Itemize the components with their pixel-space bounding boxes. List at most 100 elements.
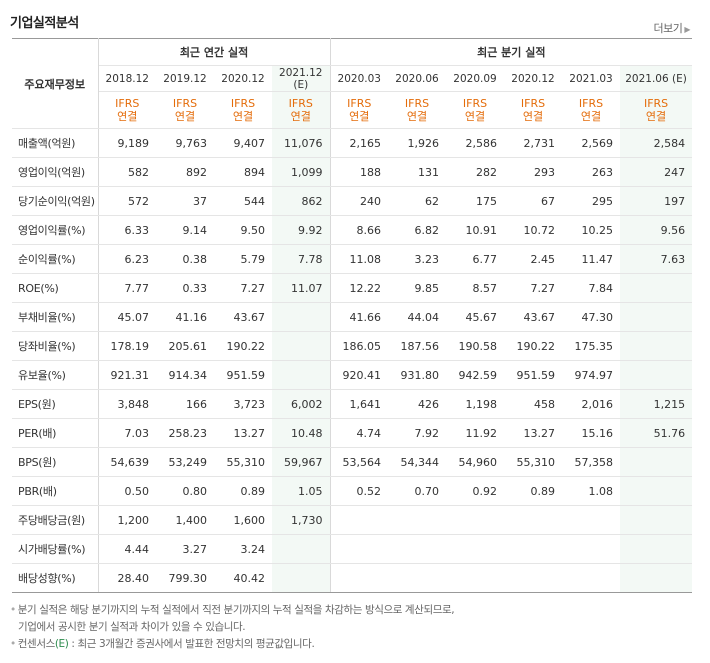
- value-cell: 295: [562, 186, 621, 216]
- value-cell: [446, 505, 505, 535]
- value-cell: 5.79: [214, 244, 272, 274]
- value-cell: 2,586: [446, 128, 505, 158]
- consolidated-label: 연결: [580, 110, 602, 123]
- value-cell: [562, 563, 621, 593]
- value-cell: 205.61: [156, 331, 214, 361]
- value-cell: 11.08: [330, 244, 389, 274]
- table-row: 순이익률(%) 6.23 0.38 5.79 7.78 11.08 3.23 6.77 2.45…: [12, 244, 693, 274]
- consolidated-label: 연결: [464, 110, 486, 123]
- value-cell: 188: [330, 157, 389, 187]
- consolidated-label: 연결: [522, 110, 544, 123]
- consolidated-label: 연결: [645, 110, 667, 123]
- value-cell: 13.27: [214, 418, 272, 448]
- value-cell: 131: [388, 157, 447, 187]
- value-cell: 53,249: [156, 447, 214, 477]
- value-cell: 914.34: [156, 360, 214, 390]
- value-cell: 57,358: [562, 447, 621, 477]
- table-row: PBR(배) 0.50 0.80 0.89 1.05 0.52 0.70 0.92 0.89 1.…: [12, 476, 693, 506]
- value-cell: 7.27: [214, 273, 272, 303]
- value-cell: 0.70: [388, 476, 447, 506]
- row-label: 배당성향(%): [12, 563, 99, 593]
- value-cell: [504, 505, 563, 535]
- value-cell: 0.92: [446, 476, 505, 506]
- ifrs-label: IFRS: [230, 97, 256, 110]
- value-cell: 258.23: [156, 418, 214, 448]
- value-cell: 186.05: [330, 331, 389, 361]
- period-header: 2020.06: [388, 65, 447, 92]
- ifrs-label: IFRS: [643, 97, 669, 110]
- value-cell: 894: [214, 157, 272, 187]
- value-cell: 1,198: [446, 389, 505, 419]
- table-row: 영업이익(억원) 582 892 894 1,099 188 131 282 293 263 247: [12, 157, 693, 187]
- row-label: 영업이익(억원): [12, 157, 99, 187]
- value-cell: 799.30: [156, 563, 214, 593]
- value-cell: [330, 563, 389, 593]
- consolidated-label: 연결: [232, 110, 254, 123]
- value-cell: 2,165: [330, 128, 389, 158]
- more-link[interactable]: 더보기 ▶: [653, 20, 690, 36]
- value-cell: 3.23: [388, 244, 447, 274]
- value-cell: 931.80: [388, 360, 447, 390]
- ifrs-header: IFRS 연결: [620, 91, 693, 129]
- value-cell: 8.57: [446, 273, 505, 303]
- period-header: 2020.12: [214, 65, 272, 92]
- table-row: 유보율(%) 921.31 914.34 951.59 920.41 931.80 942.…: [12, 360, 693, 390]
- value-cell: 178.19: [98, 331, 156, 361]
- value-cell: 55,310: [214, 447, 272, 477]
- table-row: 당좌비율(%) 178.19 205.61 190.22 186.05 187.56 190…: [12, 331, 693, 361]
- value-cell: 6.23: [98, 244, 156, 274]
- value-cell: 6.33: [98, 215, 156, 245]
- value-cell: 0.89: [214, 476, 272, 506]
- table-row: 영업이익률(%) 6.33 9.14 9.50 9.92 8.66 6.82 10.91 10.…: [12, 215, 693, 245]
- value-cell: [330, 505, 389, 535]
- ifrs-header: IFRS 연결: [156, 91, 214, 129]
- quarter-group-header: 최근 분기 실적: [330, 38, 693, 66]
- ifrs-label: IFRS: [578, 97, 604, 110]
- table-row: 부채비율(%) 45.07 41.16 43.67 41.66 44.04 45.67 43.…: [12, 302, 693, 332]
- period-header: 2021.06 (E): [620, 65, 693, 92]
- value-cell: 892: [156, 157, 214, 187]
- value-cell: [620, 563, 693, 593]
- value-cell: [388, 563, 447, 593]
- value-cell: 1,600: [214, 505, 272, 535]
- ifrs-label: IFRS: [347, 97, 372, 110]
- ifrs-header: IFRS 연결: [272, 91, 331, 129]
- value-cell: 45.67: [446, 302, 505, 332]
- value-cell: 7.84: [562, 273, 621, 303]
- value-cell: 6.77: [446, 244, 505, 274]
- value-cell: [388, 505, 447, 535]
- ifrs-label: IFRS: [462, 97, 488, 110]
- bullet-icon: •: [10, 638, 16, 650]
- row-label: EPS(원): [12, 389, 99, 419]
- value-cell: 54,344: [388, 447, 447, 477]
- value-cell: 3.24: [214, 534, 272, 564]
- value-cell: [446, 534, 505, 564]
- ifrs-label: IFRS: [172, 97, 198, 110]
- financial-summary-table: 주요재무정보 최근 연간 실적 최근 분기 실적 2018.12 2019.12 2…: [12, 38, 693, 593]
- value-cell: [620, 505, 693, 535]
- value-cell: 67: [504, 186, 563, 216]
- value-cell: 974.97: [562, 360, 621, 390]
- value-cell: 951.59: [504, 360, 563, 390]
- value-cell: 1,215: [620, 389, 693, 419]
- value-cell: 12.22: [330, 273, 389, 303]
- value-cell: 197: [620, 186, 693, 216]
- table-row: 주당배당금(원) 1,200 1,400 1,600 1,730: [12, 505, 693, 535]
- value-cell: 6,002: [272, 389, 331, 419]
- value-cell: 426: [388, 389, 447, 419]
- value-cell: 40.42: [214, 563, 272, 593]
- ifrs-header: IFRS 연결: [330, 91, 389, 129]
- value-cell: 247: [620, 157, 693, 187]
- footnote-quarter: • 분기 실적은 해당 분기까지의 누적 실적에서 직전 분기까지의 누적 실적을…: [10, 604, 455, 616]
- ifrs-label: IFRS: [288, 97, 313, 110]
- value-cell: [620, 302, 693, 332]
- value-cell: 9.14: [156, 215, 214, 245]
- value-cell: 544: [214, 186, 272, 216]
- ifrs-label: IFRS: [520, 97, 546, 110]
- value-cell: 2,569: [562, 128, 621, 158]
- footnote-quarter-cont: 기업에서 공시한 분기 실적과 차이가 있을 수 있습니다.: [18, 621, 246, 633]
- value-cell: 572: [98, 186, 156, 216]
- value-cell: [562, 534, 621, 564]
- row-label: 주당배당금(원): [12, 505, 99, 535]
- value-cell: 190.22: [214, 331, 272, 361]
